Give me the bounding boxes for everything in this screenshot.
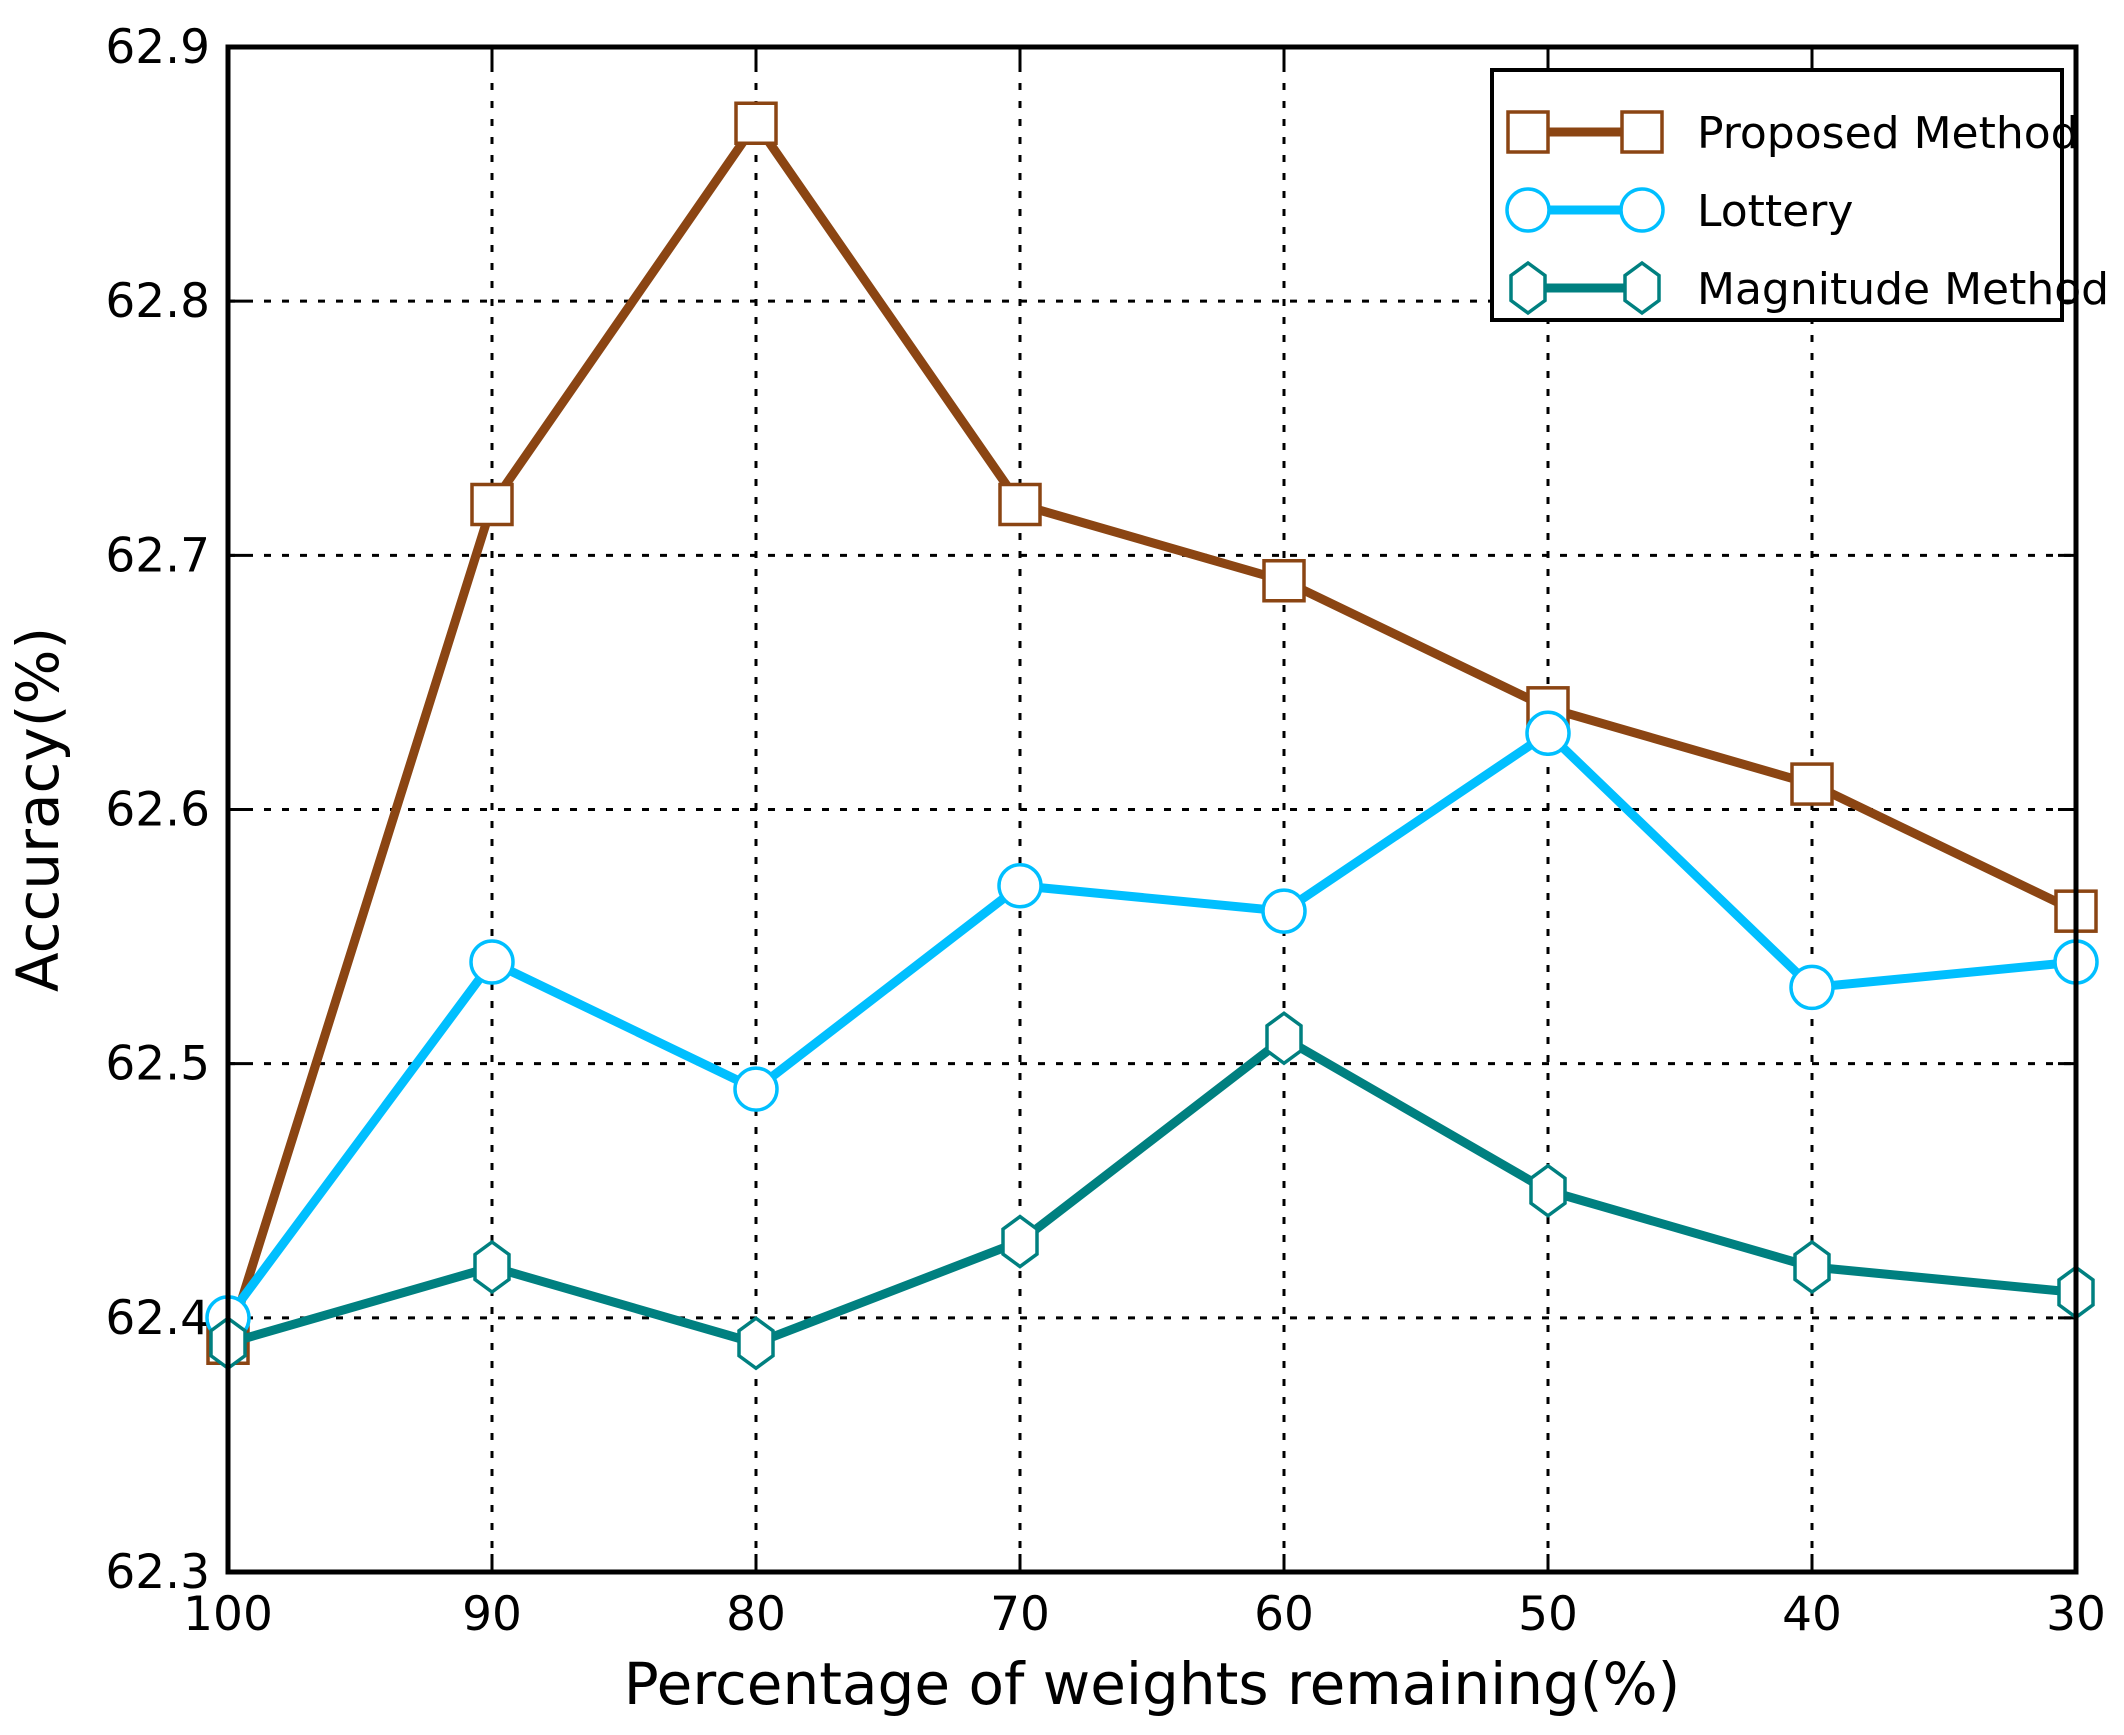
x-axis-label: Percentage of weights remaining(%)	[624, 1650, 1681, 1718]
marker-proposed-method-70	[998, 482, 1042, 527]
legend-row-lottery: Lottery	[1505, 186, 1853, 237]
marker-proposed-method-80	[734, 101, 778, 145]
marker-magnitude-method-90	[473, 1239, 511, 1295]
series-line-magnitude-method	[223, 1033, 2081, 1348]
x-tick-label-90: 90	[462, 1587, 522, 1642]
marker-magnitude-method-40	[1793, 1239, 1831, 1295]
x-tick-label-100: 100	[183, 1587, 273, 1642]
series-magnitude-method	[209, 1011, 2095, 1371]
marker-proposed-method-90	[470, 482, 514, 527]
x-tick-label-50: 50	[1518, 1587, 1578, 1642]
series-lottery	[205, 710, 2099, 1341]
y-tick-label-62.5: 62.5	[105, 1037, 210, 1092]
marker-lottery-40	[1789, 964, 1835, 1011]
y-tick-label-62.8: 62.8	[105, 274, 210, 329]
marker-lottery-50	[1525, 710, 1571, 756]
marker-magnitude-method-80	[737, 1316, 775, 1371]
legend-marker-2-lottery	[1619, 187, 1665, 233]
series-line-lottery	[223, 728, 2081, 1323]
marker-lottery-90	[469, 939, 515, 985]
marker-lottery-60	[1261, 888, 1307, 934]
plot-frame	[225, 44, 2079, 1575]
legend-label-lottery: Lottery	[1697, 186, 1853, 237]
legend-marker-2-magnitude-method	[1623, 260, 1661, 316]
legend-label-magnitude-method: Magnitude Method	[1697, 264, 2109, 315]
y-axis-label: Accuracy(%)	[4, 627, 72, 992]
x-tick-label-30: 30	[2046, 1587, 2106, 1642]
legend-label-proposed-method: Proposed Method	[1697, 108, 2079, 159]
marker-magnitude-method-50	[1529, 1163, 1567, 1218]
y-tick-label-62.9: 62.9	[105, 20, 210, 75]
legend-marker-1-lottery	[1505, 187, 1551, 233]
series-line-proposed-method	[223, 118, 2081, 1348]
legend-row-proposed-method: Proposed Method	[1506, 108, 2079, 159]
marker-magnitude-method-60	[1265, 1011, 1303, 1066]
y-tick-label-62.7: 62.7	[105, 528, 210, 583]
y-tick-label-62.4: 62.4	[105, 1291, 210, 1346]
marker-magnitude-method-70	[1001, 1214, 1039, 1269]
y-tick-label-62.6: 62.6	[105, 783, 210, 838]
y-tick-label-62.3: 62.3	[105, 1545, 210, 1600]
marker-proposed-method-60	[1262, 559, 1306, 603]
legend: Proposed Method Lottery Magnitude Method	[1490, 68, 2109, 322]
x-tick-label-80: 80	[726, 1587, 786, 1642]
x-tick-label-70: 70	[990, 1587, 1050, 1642]
marker-lottery-70	[997, 863, 1043, 909]
legend-marker-2-proposed-method	[1620, 110, 1664, 154]
marker-lottery-80	[733, 1066, 779, 1112]
legend-marker-1-proposed-method	[1506, 110, 1550, 154]
x-tick-label-40: 40	[1782, 1587, 1842, 1642]
legend-box	[1490, 68, 2064, 322]
marker-proposed-method-40	[1790, 762, 1834, 806]
legend-row-magnitude-method: Magnitude Method	[1509, 260, 2109, 316]
x-tick-label-60: 60	[1254, 1587, 1314, 1642]
legend-marker-1-magnitude-method	[1509, 260, 1547, 316]
